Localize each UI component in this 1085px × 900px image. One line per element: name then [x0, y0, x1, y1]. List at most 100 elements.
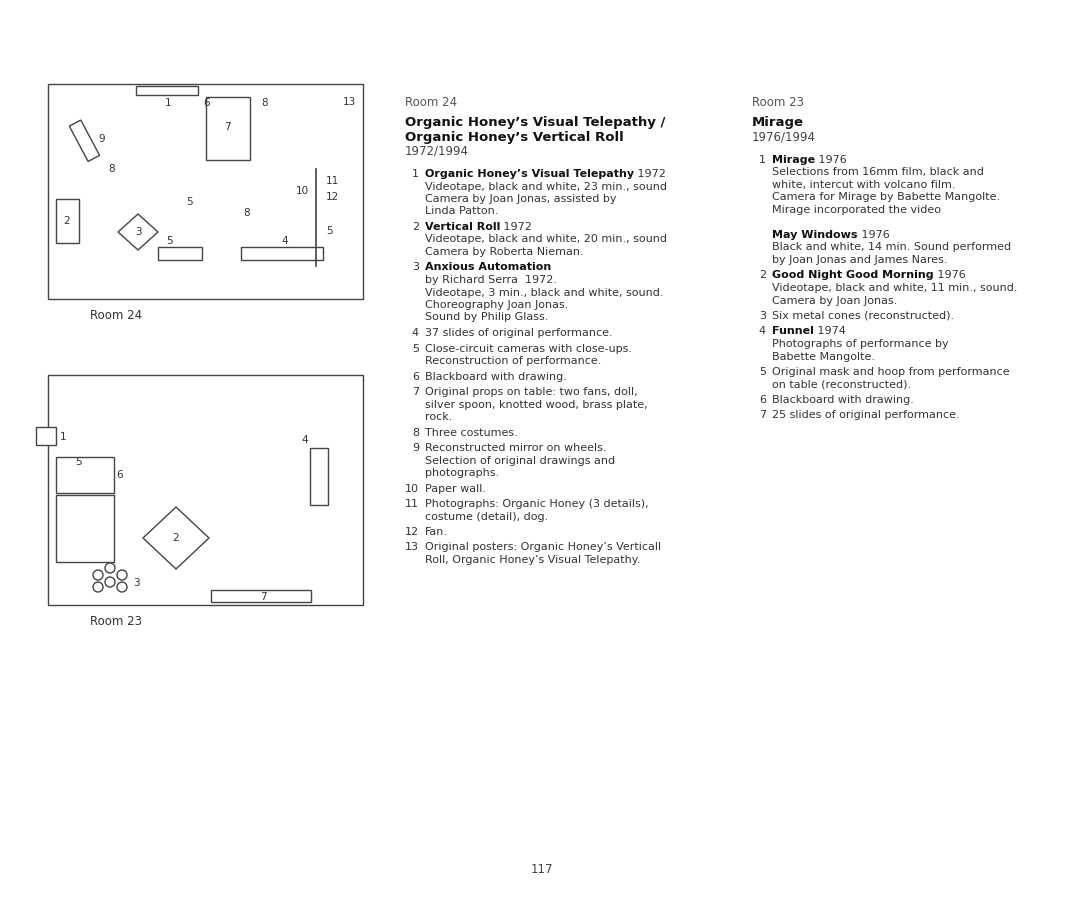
Text: 4: 4: [758, 327, 766, 337]
Text: 12: 12: [326, 192, 340, 202]
Text: Paper wall.: Paper wall.: [425, 483, 486, 493]
Text: Room 23: Room 23: [752, 96, 804, 109]
Circle shape: [105, 577, 115, 587]
Text: 3: 3: [760, 311, 766, 321]
Text: 3: 3: [135, 227, 141, 237]
Text: 1: 1: [60, 432, 66, 442]
Text: 5: 5: [412, 344, 419, 354]
Text: 1: 1: [412, 169, 419, 179]
Text: 2: 2: [758, 271, 766, 281]
Text: photographs.: photographs.: [425, 468, 499, 478]
Text: Selection of original drawings and: Selection of original drawings and: [425, 455, 615, 465]
Text: Photographs of performance by: Photographs of performance by: [773, 339, 948, 349]
Text: Photographs: Organic Honey (3 details),: Photographs: Organic Honey (3 details),: [425, 499, 649, 509]
Text: 4: 4: [301, 435, 308, 445]
Text: Black and white, 14 min. Sound performed: Black and white, 14 min. Sound performed: [773, 242, 1011, 253]
Text: 4: 4: [412, 328, 419, 338]
Text: 5: 5: [186, 197, 193, 207]
Text: Room 24: Room 24: [405, 96, 457, 109]
Text: 5: 5: [326, 226, 333, 236]
Text: 1: 1: [165, 98, 171, 108]
Bar: [241, 247, 323, 260]
Text: Mirage incorporated the video: Mirage incorporated the video: [773, 205, 941, 215]
Text: 8: 8: [243, 208, 250, 218]
Text: Room 23: Room 23: [90, 615, 142, 628]
Text: 13: 13: [405, 543, 419, 553]
Text: 5: 5: [760, 367, 766, 377]
Bar: [69, 120, 100, 161]
Text: 5: 5: [166, 236, 173, 246]
Text: 1: 1: [760, 155, 766, 165]
Text: 7: 7: [224, 122, 230, 132]
Bar: [158, 247, 202, 260]
Text: Original posters: Organic Honey’s Verticall: Original posters: Organic Honey’s Vertic…: [425, 543, 661, 553]
Text: May Windows: May Windows: [773, 230, 857, 240]
Text: 11: 11: [405, 499, 419, 509]
Text: Camera by Joan Jonas, assisted by: Camera by Joan Jonas, assisted by: [425, 194, 616, 204]
Text: Organic Honey’s Vertical Roll: Organic Honey’s Vertical Roll: [405, 131, 624, 144]
Text: 1976/1994: 1976/1994: [752, 131, 816, 144]
Text: 1974: 1974: [814, 327, 845, 337]
Bar: [206, 97, 250, 160]
Bar: [56, 199, 79, 243]
Text: 9: 9: [412, 443, 419, 453]
Text: 117: 117: [531, 863, 553, 876]
Bar: [310, 448, 328, 505]
Text: 5: 5: [75, 457, 81, 467]
Circle shape: [117, 570, 127, 580]
Text: 10: 10: [405, 483, 419, 493]
Text: 1976: 1976: [933, 271, 966, 281]
Circle shape: [93, 582, 103, 592]
Text: silver spoon, knotted wood, brass plate,: silver spoon, knotted wood, brass plate,: [425, 400, 648, 410]
Text: 7: 7: [412, 387, 419, 397]
Text: Mirage: Mirage: [752, 116, 804, 129]
Text: 2: 2: [412, 222, 419, 232]
Text: rock.: rock.: [425, 412, 452, 422]
Text: Good Night Good Morning: Good Night Good Morning: [773, 271, 933, 281]
Bar: [48, 84, 363, 299]
Polygon shape: [143, 507, 209, 569]
Text: Videotape, black and white, 20 min., sound: Videotape, black and white, 20 min., sou…: [425, 235, 667, 245]
Text: Reconstruction of performance.: Reconstruction of performance.: [425, 356, 601, 366]
Bar: [56, 495, 114, 562]
Text: Fan.: Fan.: [425, 527, 448, 537]
Text: Reconstructed mirror on wheels.: Reconstructed mirror on wheels.: [425, 443, 607, 453]
Circle shape: [105, 563, 115, 573]
Text: Vertical Roll: Vertical Roll: [425, 222, 500, 232]
Text: Mirage: Mirage: [773, 155, 815, 165]
Text: Blackboard with drawing.: Blackboard with drawing.: [425, 372, 566, 382]
Text: 7: 7: [758, 410, 766, 420]
Text: on table (reconstructed).: on table (reconstructed).: [773, 380, 911, 390]
Text: 8: 8: [412, 428, 419, 437]
Text: Original props on table: two fans, doll,: Original props on table: two fans, doll,: [425, 387, 638, 397]
Text: 37 slides of original performance.: 37 slides of original performance.: [425, 328, 613, 338]
Text: 11: 11: [326, 176, 340, 186]
Text: Camera for Mirage by Babette Mangolte.: Camera for Mirage by Babette Mangolte.: [773, 193, 1000, 202]
Text: Three costumes.: Three costumes.: [425, 428, 518, 437]
Text: Videotape, 3 min., black and white, sound.: Videotape, 3 min., black and white, soun…: [425, 287, 664, 298]
Text: 12: 12: [405, 527, 419, 537]
Text: Funnel: Funnel: [773, 327, 814, 337]
Text: 3: 3: [133, 578, 140, 588]
Text: by Richard Serra  1972.: by Richard Serra 1972.: [425, 275, 557, 285]
Text: Selections from 16mm film, black and: Selections from 16mm film, black and: [773, 167, 984, 177]
Text: Choreography Joan Jonas.: Choreography Joan Jonas.: [425, 300, 569, 310]
Text: Camera by Joan Jonas.: Camera by Joan Jonas.: [773, 295, 897, 305]
Text: 1972: 1972: [500, 222, 533, 232]
Text: Linda Patton.: Linda Patton.: [425, 206, 498, 217]
Circle shape: [117, 582, 127, 592]
Text: 1972: 1972: [634, 169, 666, 179]
Text: Organic Honey’s Visual Telepathy /: Organic Honey’s Visual Telepathy /: [405, 116, 665, 129]
Text: 4: 4: [281, 236, 288, 246]
Circle shape: [93, 570, 103, 580]
Text: costume (detail), dog.: costume (detail), dog.: [425, 511, 548, 521]
Text: 25 slides of original performance.: 25 slides of original performance.: [773, 410, 959, 420]
Text: Roll, Organic Honey’s Visual Telepathy.: Roll, Organic Honey’s Visual Telepathy.: [425, 555, 640, 565]
Text: Close-circuit cameras with close-ups.: Close-circuit cameras with close-ups.: [425, 344, 631, 354]
Text: 3: 3: [412, 263, 419, 273]
Text: 1976: 1976: [815, 155, 847, 165]
Text: Original mask and hoop from performance: Original mask and hoop from performance: [773, 367, 1010, 377]
Text: 6: 6: [116, 470, 123, 480]
Text: white, intercut with volcano film.: white, intercut with volcano film.: [773, 180, 956, 190]
Text: Room 24: Room 24: [90, 309, 142, 322]
